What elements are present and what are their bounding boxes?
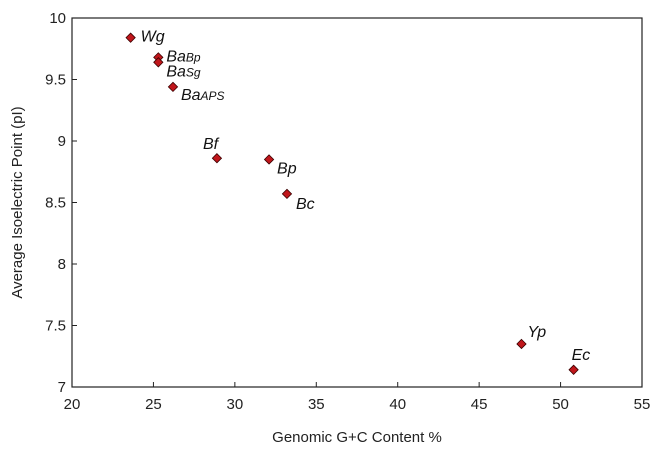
x-tick-label: 45 — [471, 396, 488, 413]
x-tick-label: 25 — [145, 396, 162, 413]
x-tick-label: 55 — [634, 396, 651, 413]
x-axis: 20 25 30 35 40 45 50 55 — [64, 382, 651, 413]
point-label-main: Ec — [572, 347, 591, 364]
point-label-bf: Bf — [203, 136, 220, 153]
x-tick-label: 30 — [227, 396, 244, 413]
x-tick-label: 40 — [389, 396, 406, 413]
data-point-basg — [153, 57, 164, 68]
y-tick-label: 9 — [58, 133, 66, 150]
point-label-bp: Bp — [277, 160, 297, 177]
point-label-wg: Wg — [141, 29, 165, 46]
y-axis-title: Average Isoelectric Point (pI) — [9, 106, 26, 298]
point-label-main: Bc — [296, 196, 315, 213]
y-tick-label: 10 — [49, 10, 66, 27]
point-label-ec: Ec — [572, 347, 591, 364]
point-label-baaps: BaAPS — [181, 87, 225, 104]
x-axis-title: Genomic G+C Content % — [272, 429, 442, 446]
data-points — [125, 32, 579, 375]
point-label-main: Ba — [166, 48, 186, 65]
point-label-yp: Yp — [527, 324, 546, 341]
y-tick-label: 7 — [58, 379, 66, 396]
data-point-yp — [516, 338, 527, 350]
point-label-babp: BaBp — [166, 48, 201, 65]
point-label-bc: Bc — [296, 196, 315, 213]
data-point-bp — [263, 154, 275, 165]
point-label-sub: Sg — [186, 65, 201, 79]
y-axis: 7 7.5 8 8.5 9 9.5 10 — [45, 10, 77, 396]
data-point-bf — [211, 153, 223, 164]
y-tick-label: 9.5 — [45, 72, 66, 89]
x-tick-label: 35 — [308, 396, 325, 413]
point-label-main: Bp — [277, 160, 297, 177]
x-tick-label: 20 — [64, 396, 81, 413]
point-label-main: Ba — [181, 87, 201, 104]
y-tick-label: 8 — [58, 256, 66, 273]
point-label-main: Bf — [203, 136, 220, 153]
data-point-bc — [281, 188, 293, 200]
data-point-wg — [125, 32, 136, 43]
point-label-main: Yp — [527, 324, 546, 341]
plot-area-frame — [71, 17, 643, 388]
point-label-main: Ba — [166, 63, 186, 80]
y-tick-label: 8.5 — [45, 195, 66, 212]
data-point-baaps — [167, 81, 179, 93]
point-label-sub: Bp — [186, 50, 201, 64]
data-point-ec — [568, 364, 579, 375]
x-tick-label: 50 — [552, 396, 569, 413]
point-label-sub: APS — [200, 89, 225, 103]
point-label-main: Wg — [141, 29, 165, 46]
point-label-basg: BaSg — [166, 63, 201, 80]
y-tick-label: 7.5 — [45, 318, 66, 335]
